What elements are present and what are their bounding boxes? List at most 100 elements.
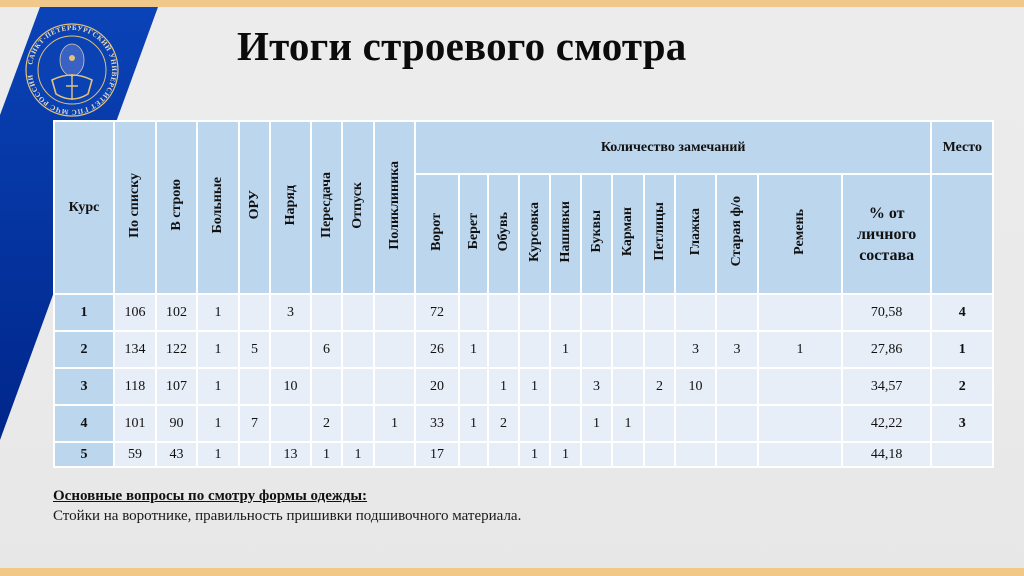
- bottom-accent-bar: [0, 568, 1024, 576]
- cell-remark: [611, 330, 645, 369]
- header-remarks-group: Количество замечаний: [413, 120, 933, 175]
- header-remark-tabs: Петлицы: [643, 173, 676, 295]
- cell-place: 2: [930, 367, 995, 406]
- table-row: 3 118 107 1 10 20 1 1 3 2 10 34,57 2: [53, 367, 995, 406]
- cell-in-formation: 43: [155, 441, 198, 468]
- page-title: Итоги строевого смотра: [237, 23, 687, 69]
- header-place: Место: [930, 120, 995, 175]
- cell-remark: 1: [549, 441, 582, 468]
- cell-remark: 20: [414, 367, 460, 406]
- cell-remark: [611, 293, 645, 332]
- header-in-formation: В строю: [155, 120, 198, 295]
- cell-percent: 42,22: [840, 404, 933, 443]
- cell-course: 1: [53, 293, 115, 332]
- header-duty: Наряд: [269, 120, 312, 295]
- cell-clinic: [373, 293, 416, 332]
- cell-in-formation: 102: [155, 293, 198, 332]
- cell-remark: 1: [549, 330, 582, 369]
- cell-remark: [715, 441, 759, 468]
- cell-remark: 1: [487, 367, 520, 406]
- cell-place: 1: [930, 330, 995, 369]
- cell-percent: 27,86: [840, 330, 933, 369]
- cell-remark: [715, 367, 759, 406]
- cell-by-list: 134: [113, 330, 157, 369]
- cell-remark: 3: [715, 330, 759, 369]
- cell-by-list: 59: [113, 441, 157, 468]
- cell-percent: 44,18: [840, 441, 933, 468]
- cell-remark: [715, 293, 759, 332]
- cell-retake: 2: [310, 404, 343, 443]
- header-by-list: По списку: [113, 120, 157, 295]
- cell-remark: [549, 293, 582, 332]
- cell-leave: [341, 330, 375, 369]
- cell-remark: 3: [674, 330, 717, 369]
- notes-section: Основные вопросы по смотру формы одежды:…: [53, 488, 521, 525]
- cell-leave: [341, 293, 375, 332]
- header-remark-course-patch: Курсовка: [518, 173, 551, 295]
- cell-remark: [757, 404, 843, 443]
- cell-sick: 1: [196, 367, 240, 406]
- header-remark-beret: Берет: [458, 173, 489, 295]
- header-remark-ironing: Глажка: [674, 173, 717, 295]
- cell-clinic: [373, 330, 416, 369]
- cell-remark: 26: [414, 330, 460, 369]
- cell-remark: 72: [414, 293, 460, 332]
- cell-remark: 3: [580, 367, 613, 406]
- cell-remark: 2: [643, 367, 676, 406]
- cell-remark: [674, 441, 717, 468]
- cell-remark: [757, 441, 843, 468]
- cell-retake: 1: [310, 441, 343, 468]
- header-remark-belt: Ремень: [757, 173, 843, 295]
- notes-body: Стойки на воротнике, правильность пришив…: [53, 508, 522, 524]
- cell-place: [930, 441, 995, 468]
- cell-clinic: [373, 441, 416, 468]
- cell-place: 4: [930, 293, 995, 332]
- university-seal-icon: САНКТ-ПЕТЕРБУРГСКИЙ УНИВЕРСИТЕТ ГПС МЧС …: [25, 23, 119, 117]
- cell-duty: 13: [269, 441, 312, 468]
- header-percent: % от личного состава: [840, 173, 933, 295]
- cell-percent: 34,57: [840, 367, 933, 406]
- cell-oru: 7: [238, 404, 271, 443]
- cell-remark: [518, 293, 551, 332]
- header-retake: Пересдача: [310, 120, 343, 295]
- header-place-empty: [930, 173, 995, 295]
- cell-leave: 1: [341, 441, 375, 468]
- cell-in-formation: 122: [155, 330, 198, 369]
- cell-course: 3: [53, 367, 115, 406]
- cell-in-formation: 107: [155, 367, 198, 406]
- cell-oru: [238, 441, 271, 468]
- header-remark-shoes: Обувь: [487, 173, 520, 295]
- cell-retake: [310, 293, 343, 332]
- cell-remark: 1: [518, 441, 551, 468]
- inspection-results-table: Курс По списку В строю Больные ОРУ Наряд…: [53, 120, 995, 468]
- header-oru: ОРУ: [238, 120, 271, 295]
- cell-remark: 1: [458, 330, 489, 369]
- cell-sick: 1: [196, 404, 240, 443]
- cell-in-formation: 90: [155, 404, 198, 443]
- cell-remark: 2: [487, 404, 520, 443]
- header-remark-patches: Нашивки: [549, 173, 582, 295]
- header-remark-old-uniform: Старая ф/о: [715, 173, 759, 295]
- cell-by-list: 106: [113, 293, 157, 332]
- cell-oru: [238, 367, 271, 406]
- cell-remark: [458, 293, 489, 332]
- cell-duty: [269, 330, 312, 369]
- cell-remark: 1: [518, 367, 551, 406]
- cell-course: 5: [53, 441, 115, 468]
- cell-remark: [757, 293, 843, 332]
- cell-course: 2: [53, 330, 115, 369]
- table-row: 1 106 102 1 3 72 70,58 4: [53, 293, 995, 332]
- cell-remark: [580, 293, 613, 332]
- cell-duty: 10: [269, 367, 312, 406]
- cell-remark: 1: [458, 404, 489, 443]
- cell-sick: 1: [196, 330, 240, 369]
- header-remark-pocket: Карман: [611, 173, 645, 295]
- cell-clinic: [373, 367, 416, 406]
- cell-remark: [715, 404, 759, 443]
- cell-remark: 1: [580, 404, 613, 443]
- header-remark-letters: Буквы: [580, 173, 613, 295]
- cell-clinic: 1: [373, 404, 416, 443]
- cell-by-list: 118: [113, 367, 157, 406]
- top-accent-bar: [0, 0, 1024, 7]
- cell-remark: [458, 441, 489, 468]
